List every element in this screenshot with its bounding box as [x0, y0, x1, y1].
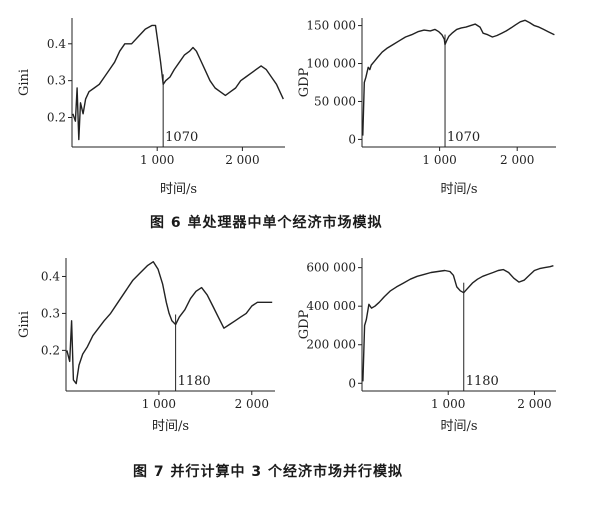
marker-label: 1070	[447, 130, 480, 145]
y-axis-label: Gini	[17, 69, 32, 96]
x-tick-label: 2 000	[517, 397, 551, 411]
series-line	[362, 265, 554, 382]
y-tick-label: 200 000	[306, 338, 356, 352]
y-axis-label: Gini	[17, 311, 32, 338]
marker-label: 1070	[165, 130, 198, 145]
x-tick-label: 2 000	[500, 153, 534, 167]
y-tick-label: 0.4	[41, 269, 60, 283]
chart-fig7-gdp: 0 200 000 400 000 600 000 1 000 2 000 GDP 时间/s 1…	[297, 258, 556, 434]
figure-6-caption: 图 6 单处理器中单个经济市场模拟	[150, 215, 383, 231]
chart-fig7-gini: 0.2 0.3 0.4 1 000 2 000 Gini 时间/s 1180	[17, 258, 275, 434]
x-axis-label: 时间/s	[152, 419, 189, 434]
series-line	[66, 261, 273, 385]
y-tick-label: 0.4	[47, 37, 66, 51]
y-tick-label: 0.2	[47, 111, 66, 125]
x-tick-label: 1 000	[140, 153, 174, 167]
x-tick-label: 1 000	[422, 153, 456, 167]
figure-7-caption: 图 7 并行计算中 3 个经济市场并行模拟	[133, 464, 403, 480]
y-tick-label: 50 000	[314, 94, 356, 108]
y-tick-label: 150 000	[306, 19, 356, 33]
series-line	[72, 24, 284, 141]
chart-fig6-gdp: 0 50 000 100 000 150 000 1 000 2 000 GDP 时间/s 10…	[297, 18, 556, 197]
x-axis-label: 时间/s	[160, 182, 197, 197]
y-tick-label: 400 000	[306, 299, 356, 313]
x-axis-label: 时间/s	[440, 419, 477, 434]
x-tick-label: 2 000	[225, 153, 259, 167]
y-tick-label: 0.2	[41, 343, 60, 357]
y-axis-label: GDP	[297, 309, 312, 339]
x-tick-label: 2 000	[235, 397, 269, 411]
marker-label: 1180	[466, 374, 499, 389]
chart-fig6-gini: 0.2 0.3 0.4 1 000 2 000 Gini 时间/s 1070	[17, 18, 285, 197]
y-tick-label: 0	[348, 376, 356, 390]
x-tick-label: 1 000	[142, 397, 176, 411]
y-tick-label: 0.3	[47, 74, 66, 88]
y-tick-label: 0.3	[41, 306, 60, 320]
x-axis-label: 时间/s	[440, 182, 477, 197]
x-tick-label: 1 000	[431, 397, 465, 411]
marker-label: 1180	[178, 374, 211, 389]
y-tick-label: 0	[348, 132, 356, 146]
series-line	[362, 19, 555, 136]
y-tick-label: 100 000	[306, 57, 356, 71]
y-axis-label: GDP	[297, 67, 312, 97]
y-tick-label: 600 000	[306, 261, 356, 275]
